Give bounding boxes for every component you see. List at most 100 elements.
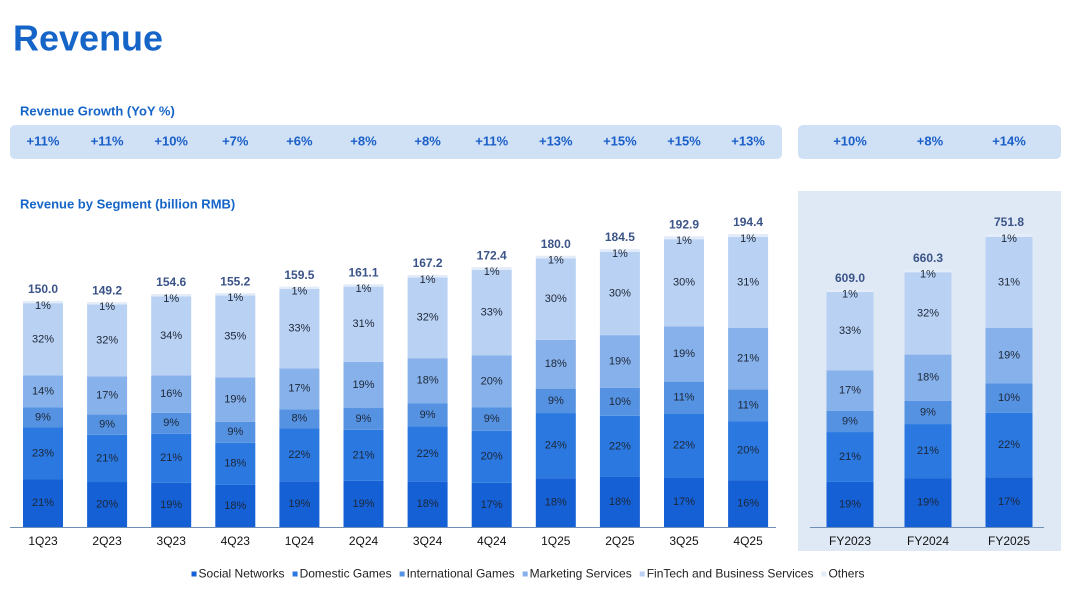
legend-label: FinTech and Business Services (647, 567, 814, 581)
bar-segment (407, 426, 448, 482)
bar-segment (87, 414, 128, 435)
bar-segment (23, 479, 63, 527)
segment-label: 1% (99, 301, 115, 313)
bar-segment (826, 370, 874, 411)
growth-label: +6% (286, 133, 313, 148)
bar-segment (23, 375, 63, 408)
bar-segment (985, 234, 1033, 237)
segment-label: 32% (917, 307, 939, 319)
bar-segment (23, 407, 63, 428)
bar-segment (87, 482, 128, 527)
bar-segment (599, 335, 640, 388)
segment-label: 16% (160, 388, 182, 400)
bar-segment (279, 286, 320, 290)
segment-label: 18% (417, 498, 439, 510)
growth-label: +11% (27, 133, 60, 148)
bar-segment (279, 368, 320, 410)
segment-label: 9% (842, 415, 858, 427)
bar-segment (535, 258, 576, 340)
segment-label: 16% (737, 497, 759, 509)
segment-label: 21% (32, 497, 54, 509)
segment-label: 35% (224, 330, 246, 342)
segment-label: 23% (32, 447, 54, 459)
total-label: 184.5 (605, 230, 635, 244)
segment-label: 20% (481, 375, 503, 387)
segment-label: 1% (291, 286, 307, 298)
growth-label: +10% (154, 133, 188, 148)
bar-segment (471, 482, 512, 527)
bar-segment (407, 277, 448, 359)
growth-label: +11% (475, 133, 508, 148)
segment-label: 19% (609, 355, 631, 367)
segment-label: 17% (839, 384, 861, 396)
bar-segment (535, 413, 576, 479)
segment-label: 9% (356, 413, 372, 425)
bar-segment (471, 267, 512, 270)
bar-segment (151, 375, 192, 413)
segment-label: 1% (227, 292, 243, 304)
segment-label: 18% (917, 372, 939, 384)
x-tick-label: FY2025 (988, 534, 1030, 548)
segment-label: 20% (481, 451, 503, 463)
total-label: 155.2 (220, 274, 250, 288)
bar-segment (985, 383, 1033, 413)
segment-label: 19% (160, 499, 182, 511)
x-tick-label: 1Q25 (541, 534, 571, 548)
bar-segment (87, 304, 128, 377)
bar-segment (343, 408, 384, 430)
bar-segment (215, 421, 256, 443)
x-tick-label: 2Q25 (605, 534, 635, 548)
segment-label: 34% (160, 330, 182, 342)
bar-segment (407, 358, 448, 404)
bar-segment (535, 255, 576, 259)
bar-segment (151, 293, 192, 297)
legend-label: Marketing Services (530, 567, 632, 581)
segment-label: 17% (998, 496, 1020, 508)
bar-segment (407, 481, 448, 527)
x-tick-label: FY2024 (907, 534, 949, 548)
growth-label: +13% (539, 133, 573, 148)
segment-label: 11% (737, 399, 758, 411)
bar-segment (599, 476, 640, 527)
bar-segment (535, 339, 576, 389)
segment-label: 24% (545, 440, 567, 452)
segment-label: 19% (998, 350, 1020, 362)
bar-segment (826, 292, 874, 371)
legend-label: Domestic Games (300, 567, 392, 581)
bar-segment (728, 421, 769, 481)
bar-segment (215, 293, 256, 296)
bar-segment (215, 442, 256, 485)
total-label: 609.0 (835, 271, 865, 285)
legend-label: Others (828, 567, 864, 581)
segment-label: 1% (842, 289, 858, 301)
segment-label: 1% (163, 293, 179, 305)
segment-title: Revenue by Segment (billion RMB) (20, 196, 235, 211)
bar-segment (407, 274, 448, 278)
bar-segment (904, 269, 952, 273)
bar-segment (826, 289, 874, 293)
bar-segment (279, 428, 320, 482)
segment-label: 11% (673, 392, 694, 404)
growth-label: +11% (91, 133, 124, 148)
segment-label: 18% (224, 500, 246, 512)
segment-label: 17% (288, 383, 310, 395)
segment-label: 22% (417, 448, 439, 460)
total-label: 172.4 (477, 248, 507, 262)
growth-label: +13% (731, 133, 765, 148)
segment-label: 31% (998, 276, 1020, 288)
total-label: 192.9 (669, 217, 699, 231)
bar-segment (728, 480, 769, 527)
growth-label: +8% (917, 133, 944, 148)
total-label: 167.2 (413, 256, 443, 270)
segment-label: 1% (740, 233, 756, 245)
growth-label: +14% (992, 133, 1026, 148)
bar-segment (215, 377, 256, 422)
legend-swatch (399, 571, 405, 577)
segment-label: 30% (673, 277, 695, 289)
bar-segment (728, 327, 769, 390)
bar-segment (23, 300, 63, 304)
total-label: 660.3 (913, 251, 943, 265)
bar-segment (151, 412, 192, 434)
legend-swatch (292, 571, 298, 577)
